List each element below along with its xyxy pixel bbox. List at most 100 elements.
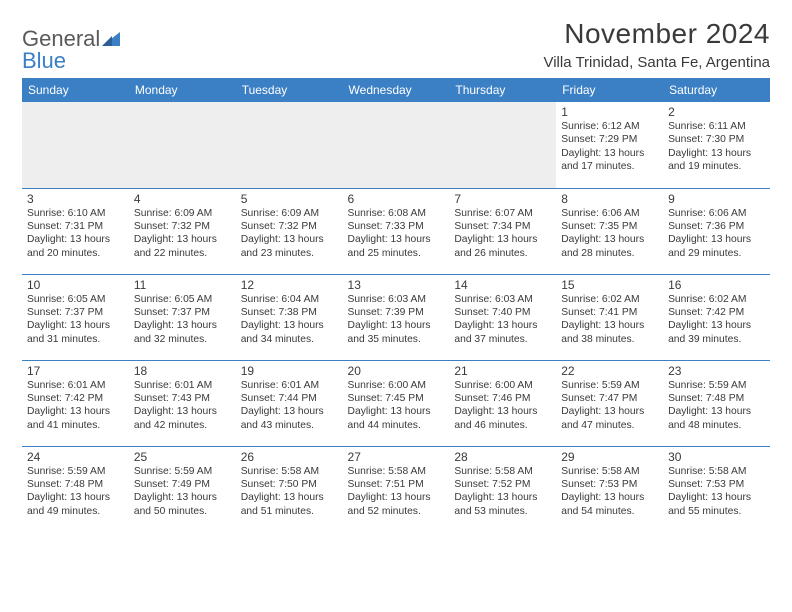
daylight-text: Daylight: 13 hours [561,319,658,332]
day-info: Sunrise: 6:10 AMSunset: 7:31 PMDaylight:… [27,207,124,261]
day-info: Sunrise: 5:58 AMSunset: 7:51 PMDaylight:… [348,465,445,519]
daylight-text: and 38 minutes. [561,333,658,346]
sunrise-text: Sunrise: 6:00 AM [348,379,445,392]
daylight-text: Daylight: 13 hours [454,405,551,418]
daylight-text: Daylight: 13 hours [454,233,551,246]
day-info: Sunrise: 6:07 AMSunset: 7:34 PMDaylight:… [454,207,551,261]
sunrise-text: Sunrise: 6:00 AM [454,379,551,392]
sunset-text: Sunset: 7:35 PM [561,220,658,233]
daylight-text: and 23 minutes. [241,247,338,260]
day-cell [343,102,450,188]
day-cell [449,102,556,188]
day-info: Sunrise: 5:59 AMSunset: 7:48 PMDaylight:… [27,465,124,519]
daylight-text: Daylight: 13 hours [134,491,231,504]
daylight-text: and 37 minutes. [454,333,551,346]
day-info: Sunrise: 5:58 AMSunset: 7:53 PMDaylight:… [561,465,658,519]
day-info: Sunrise: 6:00 AMSunset: 7:45 PMDaylight:… [348,379,445,433]
day-cell: 7Sunrise: 6:07 AMSunset: 7:34 PMDaylight… [449,188,556,274]
sunrise-text: Sunrise: 6:03 AM [454,293,551,306]
daylight-text: and 34 minutes. [241,333,338,346]
day-number: 5 [241,192,338,206]
daylight-text: and 19 minutes. [668,160,765,173]
day-number: 10 [27,278,124,292]
sunrise-text: Sunrise: 6:08 AM [348,207,445,220]
day-number: 19 [241,364,338,378]
daylight-text: Daylight: 13 hours [27,233,124,246]
day-cell: 4Sunrise: 6:09 AMSunset: 7:32 PMDaylight… [129,188,236,274]
day-info: Sunrise: 6:06 AMSunset: 7:35 PMDaylight:… [561,207,658,261]
daylight-text: and 43 minutes. [241,419,338,432]
sunset-text: Sunset: 7:30 PM [668,133,765,146]
day-cell: 30Sunrise: 5:58 AMSunset: 7:53 PMDayligh… [663,446,770,532]
daylight-text: and 46 minutes. [454,419,551,432]
sunset-text: Sunset: 7:51 PM [348,478,445,491]
day-cell: 1Sunrise: 6:12 AMSunset: 7:29 PMDaylight… [556,102,663,188]
sunset-text: Sunset: 7:47 PM [561,392,658,405]
day-cell: 14Sunrise: 6:03 AMSunset: 7:40 PMDayligh… [449,274,556,360]
daylight-text: and 28 minutes. [561,247,658,260]
day-cell: 8Sunrise: 6:06 AMSunset: 7:35 PMDaylight… [556,188,663,274]
logo-part2: Blue [22,48,66,73]
day-number: 12 [241,278,338,292]
day-number: 7 [454,192,551,206]
day-number: 8 [561,192,658,206]
day-number: 29 [561,450,658,464]
day-cell: 23Sunrise: 5:59 AMSunset: 7:48 PMDayligh… [663,360,770,446]
sunset-text: Sunset: 7:53 PM [668,478,765,491]
daylight-text: Daylight: 13 hours [134,405,231,418]
dow-header: Sunday [22,78,129,102]
day-cell: 13Sunrise: 6:03 AMSunset: 7:39 PMDayligh… [343,274,450,360]
day-info: Sunrise: 6:09 AMSunset: 7:32 PMDaylight:… [241,207,338,261]
day-cell: 29Sunrise: 5:58 AMSunset: 7:53 PMDayligh… [556,446,663,532]
daylight-text: Daylight: 13 hours [241,233,338,246]
sunrise-text: Sunrise: 6:04 AM [241,293,338,306]
day-number: 27 [348,450,445,464]
daylight-text: Daylight: 13 hours [668,233,765,246]
day-cell [129,102,236,188]
dow-header: Friday [556,78,663,102]
daylight-text: Daylight: 13 hours [454,491,551,504]
day-number: 23 [668,364,765,378]
sunrise-text: Sunrise: 6:05 AM [134,293,231,306]
day-number: 18 [134,364,231,378]
daylight-text: and 44 minutes. [348,419,445,432]
sunrise-text: Sunrise: 6:09 AM [241,207,338,220]
daylight-text: Daylight: 13 hours [561,405,658,418]
day-info: Sunrise: 6:02 AMSunset: 7:42 PMDaylight:… [668,293,765,347]
sunrise-text: Sunrise: 6:10 AM [27,207,124,220]
daylight-text: and 42 minutes. [134,419,231,432]
daylight-text: Daylight: 13 hours [454,319,551,332]
dow-header: Thursday [449,78,556,102]
daylight-text: Daylight: 13 hours [348,233,445,246]
daylight-text: Daylight: 13 hours [241,319,338,332]
day-number: 22 [561,364,658,378]
sunrise-text: Sunrise: 6:02 AM [668,293,765,306]
day-info: Sunrise: 6:05 AMSunset: 7:37 PMDaylight:… [27,293,124,347]
sunset-text: Sunset: 7:45 PM [348,392,445,405]
week-row: 17Sunrise: 6:01 AMSunset: 7:42 PMDayligh… [22,360,770,446]
sunrise-text: Sunrise: 6:03 AM [348,293,445,306]
sunset-text: Sunset: 7:52 PM [454,478,551,491]
sunrise-text: Sunrise: 6:02 AM [561,293,658,306]
daylight-text: and 22 minutes. [134,247,231,260]
sunrise-text: Sunrise: 5:58 AM [454,465,551,478]
sunrise-text: Sunrise: 6:01 AM [27,379,124,392]
daylight-text: Daylight: 13 hours [27,491,124,504]
daylight-text: and 41 minutes. [27,419,124,432]
day-cell: 10Sunrise: 6:05 AMSunset: 7:37 PMDayligh… [22,274,129,360]
day-cell: 27Sunrise: 5:58 AMSunset: 7:51 PMDayligh… [343,446,450,532]
daylight-text: Daylight: 13 hours [27,405,124,418]
header: General Blue November 2024 Villa Trinida… [22,18,770,72]
day-number: 26 [241,450,338,464]
sunrise-text: Sunrise: 5:59 AM [668,379,765,392]
location-text: Villa Trinidad, Santa Fe, Argentina [543,54,770,71]
sunrise-text: Sunrise: 6:11 AM [668,120,765,133]
sunset-text: Sunset: 7:42 PM [27,392,124,405]
sunrise-text: Sunrise: 5:58 AM [668,465,765,478]
sunset-text: Sunset: 7:38 PM [241,306,338,319]
dow-header: Wednesday [343,78,450,102]
daylight-text: and 49 minutes. [27,505,124,518]
day-cell: 6Sunrise: 6:08 AMSunset: 7:33 PMDaylight… [343,188,450,274]
day-number: 4 [134,192,231,206]
calendar-page: General Blue November 2024 Villa Trinida… [0,0,792,542]
